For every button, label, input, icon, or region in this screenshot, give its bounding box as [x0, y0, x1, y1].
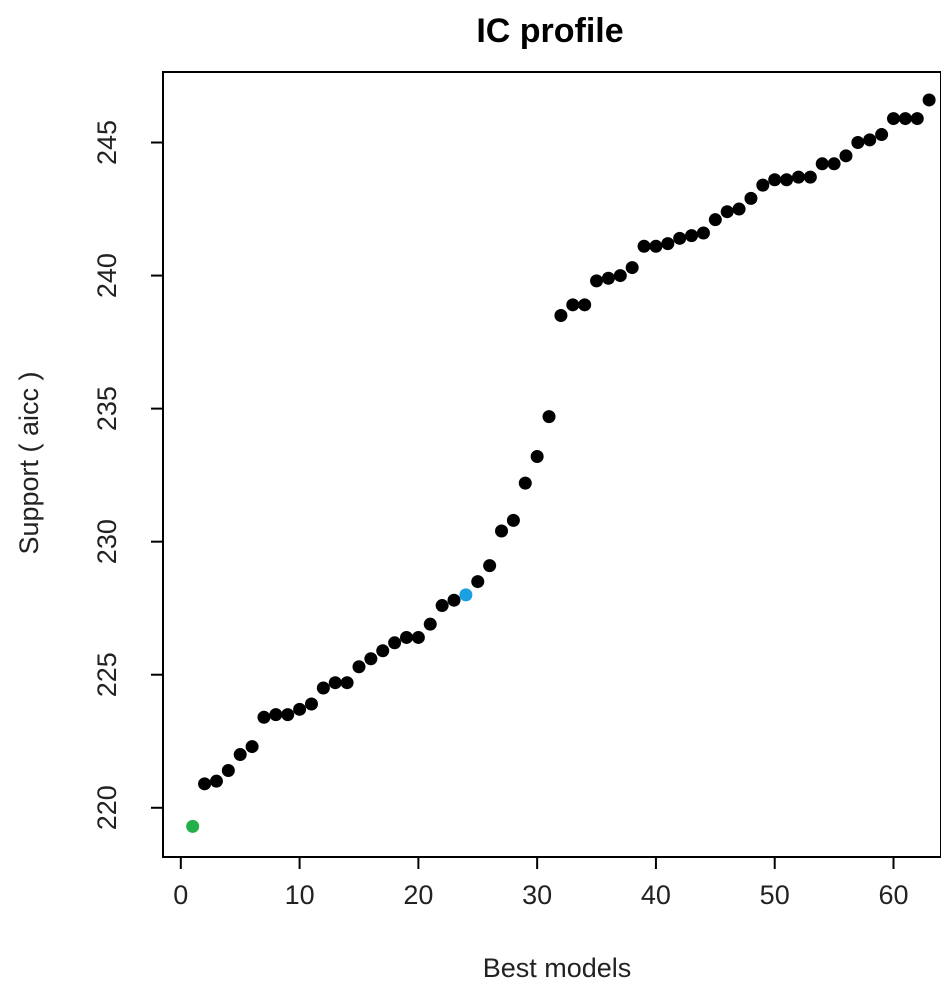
data-point: [221, 764, 235, 778]
data-point: [328, 676, 342, 690]
x-tick-label: 0: [173, 880, 188, 910]
data-point: [578, 298, 592, 312]
data-point: [245, 740, 259, 754]
y-tick-label: 225: [92, 652, 122, 697]
data-point: [851, 136, 865, 150]
data-point: [922, 93, 936, 107]
x-tick-label: 20: [403, 880, 433, 910]
y-tick-label: 235: [92, 386, 122, 431]
data-point: [483, 559, 497, 573]
data-point: [910, 112, 924, 126]
data-point: [518, 476, 532, 490]
data-point: [388, 636, 402, 650]
data-point: [708, 213, 722, 227]
data-point: [447, 593, 461, 607]
data-point: [257, 710, 271, 724]
data-point: [768, 173, 782, 187]
data-points: [186, 93, 936, 833]
data-point: [376, 644, 390, 658]
chart-title: IC profile: [476, 12, 623, 50]
data-point: [186, 819, 200, 833]
x-tick-label: 10: [285, 880, 315, 910]
y-tick-label: 230: [92, 519, 122, 564]
data-point: [293, 702, 307, 716]
data-point: [732, 202, 746, 216]
data-point: [435, 599, 449, 613]
data-point: [898, 112, 912, 126]
data-point: [886, 112, 900, 126]
data-point: [411, 630, 425, 644]
data-point: [423, 617, 437, 631]
data-point: [316, 681, 330, 695]
data-point: [696, 226, 710, 240]
x-tick-label: 50: [760, 880, 790, 910]
plot-frame: [162, 71, 941, 858]
data-point: [839, 149, 853, 163]
x-tick-label: 40: [641, 880, 671, 910]
data-point: [364, 652, 378, 666]
data-point: [613, 269, 627, 283]
data-point: [780, 173, 794, 187]
data-point: [625, 261, 639, 275]
data-point: [590, 274, 604, 288]
data-point: [791, 170, 805, 184]
data-point: [542, 410, 556, 424]
y-tick-label: 245: [92, 120, 122, 165]
x-axis: 0 10 20 30 40 50 60: [173, 857, 909, 910]
data-point: [530, 450, 544, 464]
data-point: [233, 748, 247, 762]
data-point: [815, 157, 829, 171]
data-point: [756, 178, 770, 192]
data-point: [304, 697, 318, 711]
data-point: [352, 660, 366, 674]
data-point: [673, 231, 687, 245]
data-point: [506, 513, 520, 527]
data-point: [637, 239, 651, 253]
data-point: [269, 708, 283, 722]
x-tick-label: 60: [878, 880, 908, 910]
y-tick-label: 220: [92, 785, 122, 830]
data-point: [340, 676, 354, 690]
data-point: [281, 708, 295, 722]
data-point: [198, 777, 212, 791]
data-point: [827, 157, 841, 171]
x-tick-label: 30: [522, 880, 552, 910]
data-point: [459, 588, 473, 602]
data-point: [209, 774, 223, 788]
data-point: [720, 205, 734, 219]
data-point: [601, 271, 615, 285]
data-point: [399, 630, 413, 644]
data-point: [863, 133, 877, 147]
data-point: [875, 128, 889, 142]
data-point: [471, 575, 485, 589]
data-point: [803, 170, 817, 184]
y-tick-label: 240: [92, 253, 122, 298]
data-point: [685, 229, 699, 243]
data-point: [554, 308, 568, 322]
x-axis-label: Best models: [483, 953, 632, 983]
y-axis: 220 225 230 235 240 245: [92, 120, 163, 830]
data-point: [566, 298, 580, 312]
data-point: [649, 239, 663, 253]
y-axis-label: Support ( aicc ): [14, 371, 44, 554]
data-point: [495, 524, 509, 538]
data-point: [661, 237, 675, 251]
data-point: [744, 191, 758, 205]
